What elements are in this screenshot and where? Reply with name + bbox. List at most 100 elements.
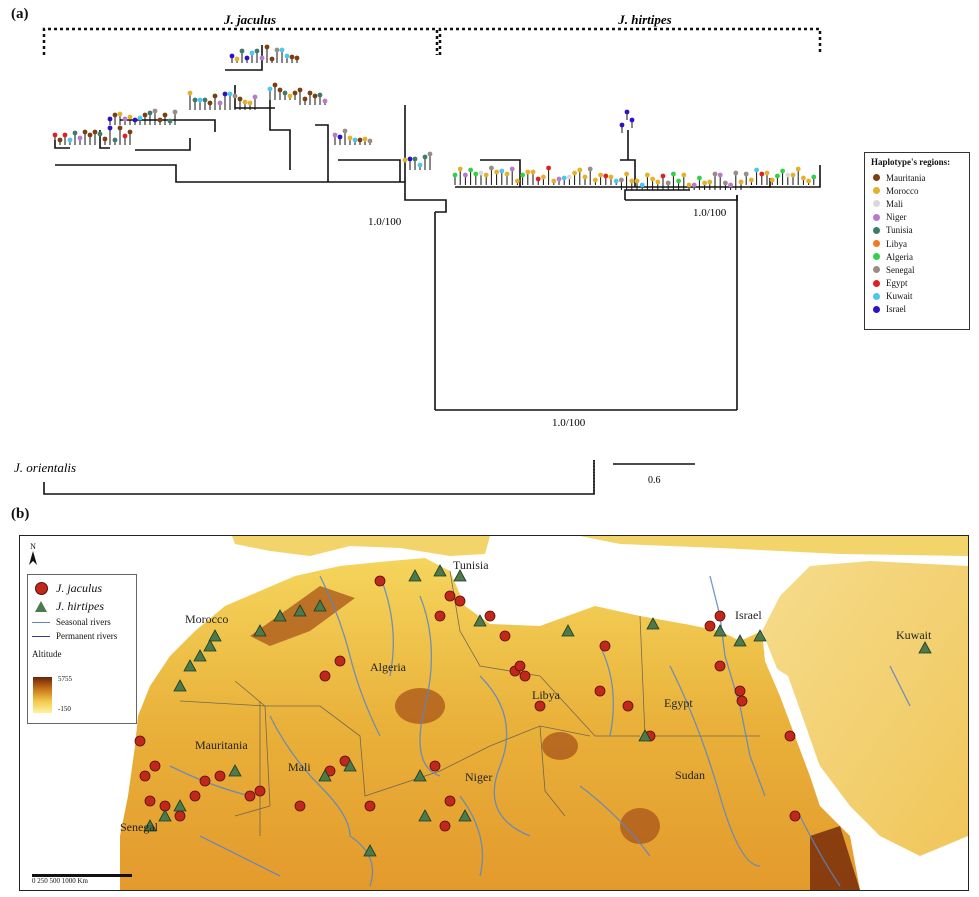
hirtipes-point — [173, 679, 187, 692]
haplotype-tip — [629, 117, 635, 123]
haplotype-tip — [707, 179, 713, 185]
haplotype-legend: Haplotype's regions: Mauritania Morocco Ma… — [864, 152, 970, 330]
north-arrow-icon — [29, 551, 37, 565]
hirtipes-clade-label: J. hirtipes — [617, 12, 671, 27]
haplotype-tip — [122, 116, 128, 122]
legend-swatch-icon — [873, 226, 880, 234]
hirtipes-point — [273, 609, 287, 622]
hirtipes-point — [143, 819, 157, 832]
haplotype-tip — [417, 162, 423, 168]
river-line — [349, 835, 374, 887]
haplotype-tip — [790, 172, 796, 178]
permanent-river-icon — [32, 635, 50, 637]
legend-item: Israel — [873, 303, 969, 316]
haplotype-tip — [122, 133, 128, 139]
jaculus-point — [519, 670, 531, 682]
hirtipes-point — [183, 659, 197, 672]
haplotype-tip — [112, 112, 118, 118]
legend-swatch-icon — [873, 253, 880, 261]
hirtipes-point — [173, 799, 187, 812]
haplotype-tip — [112, 137, 118, 143]
jaculus-point — [714, 660, 726, 672]
haplotype-tip — [717, 172, 723, 178]
haplotype-tip — [289, 54, 295, 60]
haplotype-tip — [629, 178, 635, 184]
haplotype-tip — [192, 97, 198, 103]
haplotype-tip — [232, 93, 238, 99]
hirtipes-point — [158, 809, 172, 822]
haplotype-tip — [82, 129, 88, 135]
hirtipes-bracket — [438, 27, 822, 55]
country-label: Algeria — [370, 660, 406, 674]
haplotype-tip — [515, 178, 520, 184]
haplotype-tip — [297, 87, 303, 93]
haplotype-tip — [317, 92, 323, 98]
haplotype-tip — [87, 132, 93, 138]
haplotype-tip — [556, 176, 562, 182]
legend-jaculus: J. jaculus — [56, 580, 102, 595]
arabia-land — [762, 561, 968, 856]
haplotype-tip — [77, 135, 83, 141]
haplotype-tip — [483, 172, 489, 178]
legend-item-label: Senegal — [886, 264, 915, 275]
hirtipes-point — [473, 614, 487, 627]
jaculus-point — [139, 770, 151, 782]
country-label: Niger — [465, 770, 493, 784]
haplotype-tip — [489, 165, 494, 171]
country-label: Morocco — [185, 612, 229, 626]
haplotype-tip — [422, 154, 428, 160]
jaculus-point — [294, 800, 306, 812]
haplotype-tip — [157, 117, 163, 123]
haplotype-tip — [294, 55, 300, 61]
hirtipes-point — [313, 599, 327, 612]
europe-east-land — [580, 536, 968, 556]
haplotype-tip — [239, 48, 245, 54]
legend-item: Tunisia — [873, 224, 969, 237]
legend-hirtipes: J. hirtipes — [56, 598, 104, 613]
river-line — [479, 675, 531, 837]
haplotype-tip — [655, 179, 661, 185]
haplotype-tip — [457, 166, 463, 172]
legend-item-label: Israel — [886, 304, 906, 315]
river-line — [319, 575, 381, 737]
jaculus-point — [439, 820, 451, 832]
haplotype-tip — [504, 171, 510, 177]
haplotype-tip — [52, 132, 58, 138]
hirtipes-point — [413, 769, 427, 782]
haplotype-tip — [57, 137, 63, 143]
haplotype-tip — [530, 169, 536, 175]
haplotype-tip — [249, 50, 255, 56]
seasonal-river-icon — [32, 621, 50, 623]
haplotype-tip — [463, 172, 468, 178]
haplotype-tip — [247, 100, 253, 106]
jaculus-point — [134, 735, 146, 747]
haplotype-tip — [312, 93, 318, 99]
jaculus-point — [364, 800, 376, 812]
legend-item: Kuwait — [873, 290, 969, 303]
haplotype-tip — [279, 47, 285, 53]
red-sea — [765, 661, 832, 806]
legend-swatch-icon — [873, 187, 880, 195]
legend-item-label: Mali — [886, 198, 903, 209]
map-scale: 0 250 500 1000 Km — [32, 874, 132, 885]
haplotype-tip — [127, 129, 133, 135]
haplotype-tip — [738, 179, 744, 185]
haplotype-tip — [62, 132, 68, 138]
outgroup-label: J. orientalis — [14, 460, 76, 475]
haplotype-tip — [362, 136, 368, 142]
hirtipes-point — [193, 649, 207, 662]
sample-points — [134, 564, 932, 857]
haplotype-tip — [603, 173, 609, 179]
legend-item: Mauritania — [873, 171, 969, 184]
panel-b-label: (b) — [11, 506, 30, 522]
haplotype-tip — [702, 180, 707, 186]
haplotype-tip — [624, 171, 629, 177]
jaculus-point — [444, 795, 456, 807]
jaculus-symbol-icon — [34, 581, 48, 595]
haplotype-tip — [671, 171, 676, 177]
altitude-ramp — [33, 677, 52, 713]
distribution-map: N J. jaculus J. hirtipes Seasonal rivers… — [19, 535, 969, 891]
haplotype-tip — [723, 180, 728, 186]
map-canvas — [120, 536, 968, 890]
haplotype-tip — [197, 97, 203, 103]
